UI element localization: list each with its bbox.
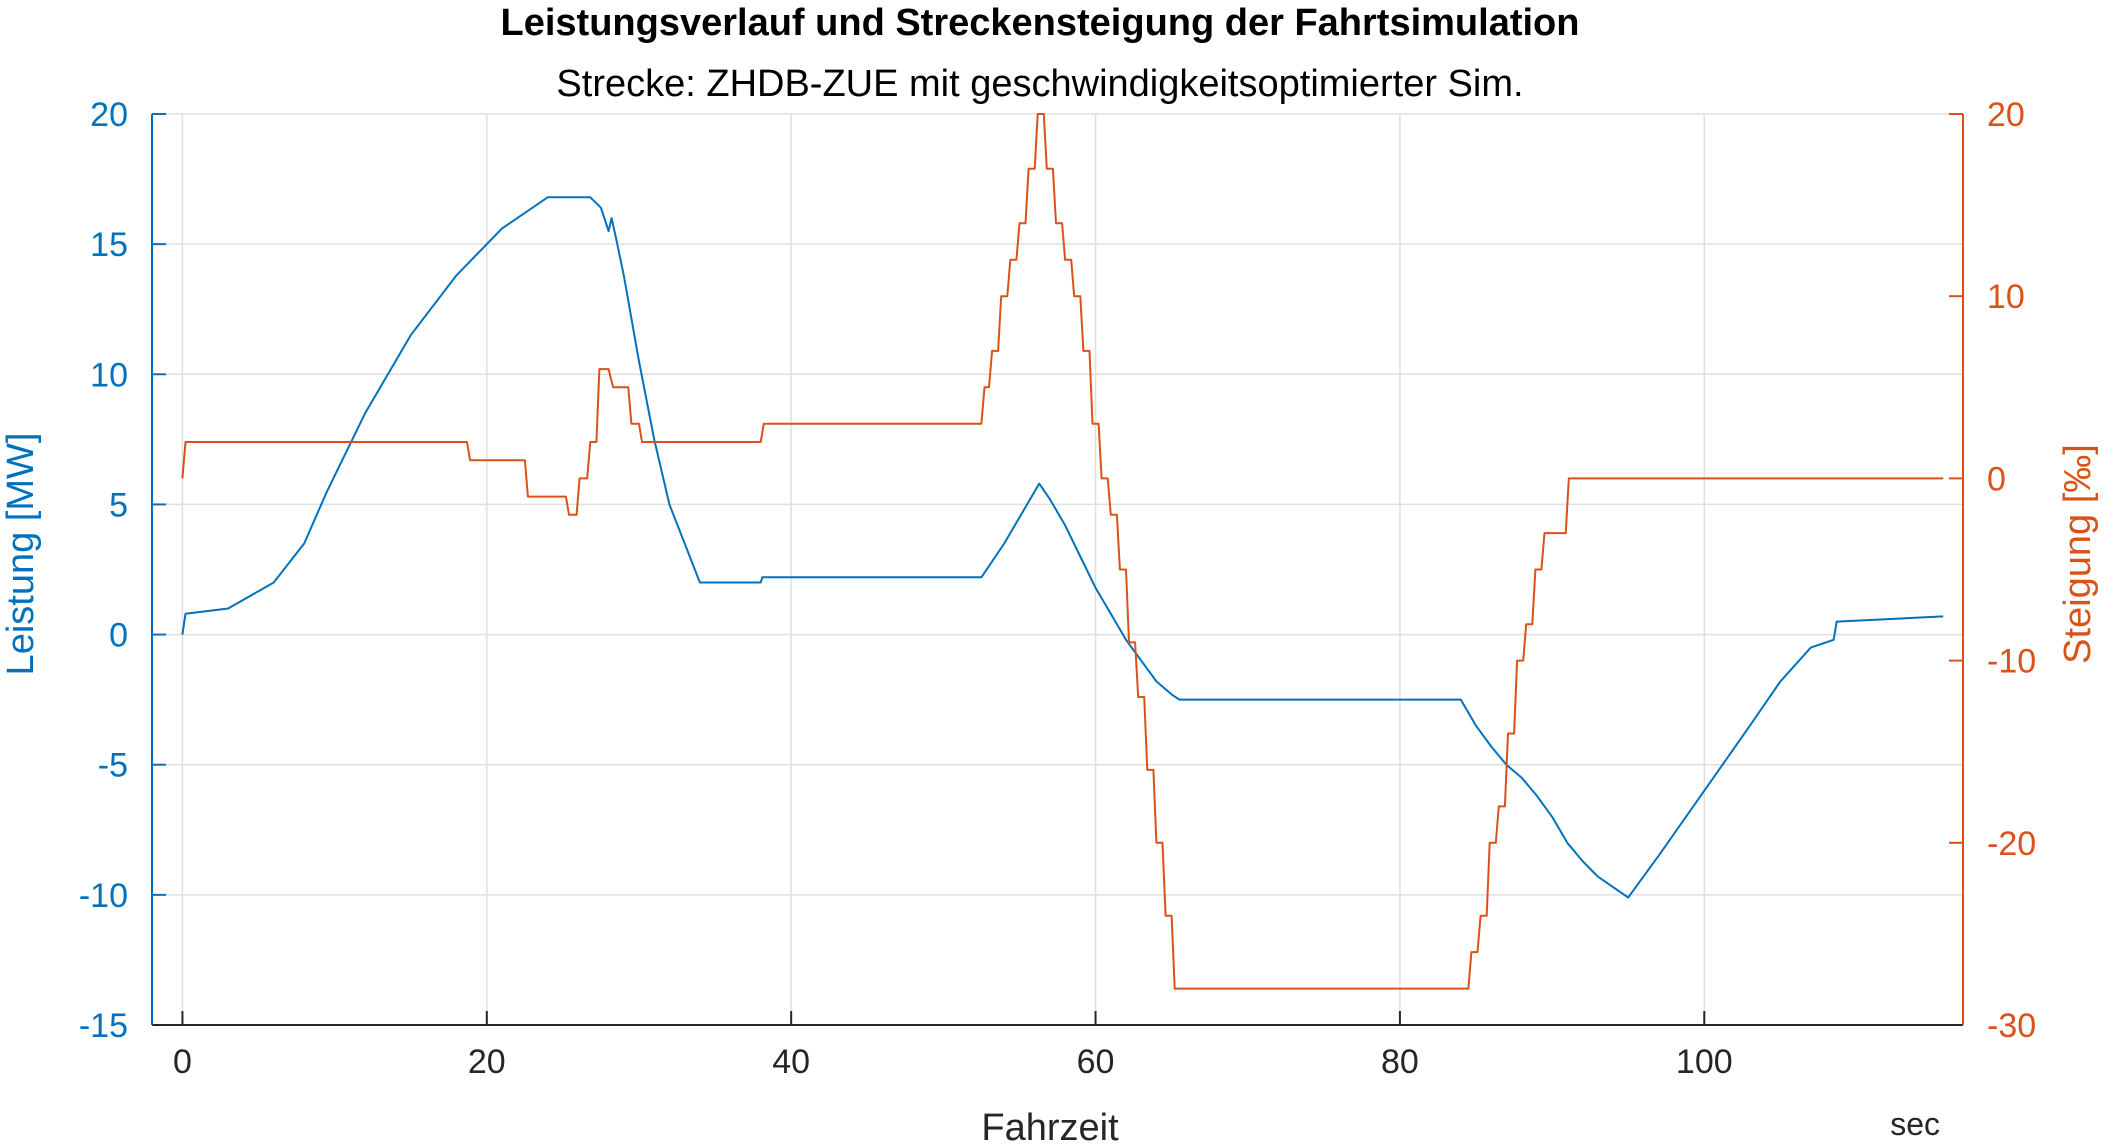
y-left-tick-label: -10 (79, 877, 128, 915)
chart-title: Leistungsverlauf und Streckensteigung de… (501, 2, 1580, 44)
y-left-tick-label: -5 (98, 747, 128, 785)
plot-series (181, 113, 1944, 990)
y-axis-right-label: Steigung [‰] (2057, 444, 2099, 664)
series-line-leistung (181, 196, 1944, 899)
y-right-tick-label: 10 (1987, 278, 2025, 316)
axes (151, 113, 1964, 1026)
y-left-tick-label: 20 (90, 96, 128, 134)
x-tick-label: 40 (772, 1043, 810, 1081)
x-tick-label: 60 (1077, 1043, 1115, 1081)
chart-subtitle: Strecke: ZHDB-ZUE mit geschwindigkeitsop… (556, 63, 1523, 105)
y-right-tick-label: -10 (1987, 643, 2036, 681)
y-left-tick-label: 15 (90, 226, 128, 264)
y-right-tick-label: 20 (1987, 96, 2025, 134)
y-left-tick-label: 5 (109, 486, 128, 524)
x-tick-label: 80 (1381, 1043, 1419, 1081)
y-left-tick-label: 0 (109, 617, 128, 655)
tick-labels: 0 20 40 60 80 10020151050-5-10-1520100-10-20-… (79, 96, 2036, 1081)
grid (152, 113, 1963, 1026)
series-line-steigung (181, 113, 1944, 990)
y-right-tick-label: -20 (1987, 825, 2036, 863)
y-right-tick-label: -30 (1987, 1007, 2036, 1045)
x-tick-label: 0 (173, 1043, 192, 1081)
y-axis-left-label: Leistung [MW] (0, 433, 42, 676)
y-left-tick-label: -15 (79, 1007, 128, 1045)
x-axis-unit: sec (1890, 1106, 1940, 1142)
x-axis-label: Fahrzeit (981, 1107, 1119, 1146)
x-tick-label: 20 (468, 1043, 506, 1081)
y-right-tick-label: 0 (1987, 460, 2006, 498)
x-tick-label: 100 (1676, 1043, 1733, 1081)
y-left-tick-label: 10 (90, 356, 128, 394)
